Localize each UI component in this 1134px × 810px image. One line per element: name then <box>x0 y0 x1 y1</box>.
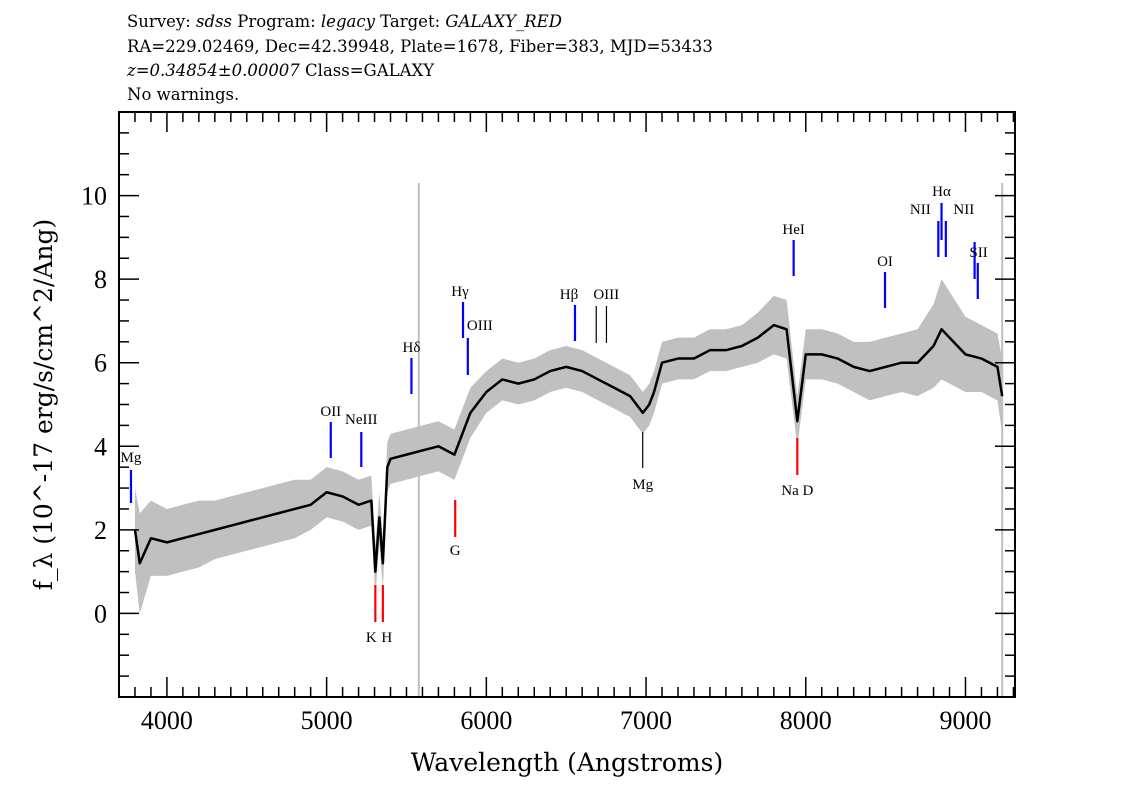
spectral-line-label: K <box>366 630 377 646</box>
x-tick-label: 5000 <box>301 706 353 735</box>
spectral-line-label: Mg <box>121 450 142 466</box>
y-tick-label: 4 <box>94 432 107 461</box>
survey-value: sdss <box>196 12 232 31</box>
spectral-line-label: HeI <box>782 222 805 238</box>
spectral-line-label: OIII <box>593 287 619 303</box>
spectral-line-label: OI <box>877 254 893 270</box>
program-label: Program: <box>232 12 321 31</box>
spectral-line-label: Hδ <box>402 340 420 356</box>
flux-line <box>133 323 1004 573</box>
y-tick-label: 10 <box>81 182 107 211</box>
plot-frame <box>118 111 1016 698</box>
error-band <box>134 279 1003 614</box>
x-tick-label: 4000 <box>141 706 193 735</box>
header-line-3: z=0.34854±0.00007 Class=GALAXY <box>127 61 434 80</box>
y-tick-label: 8 <box>94 265 107 294</box>
spectral-line-label: Hα <box>932 184 951 200</box>
y-tick-label: 0 <box>94 599 107 628</box>
target-value: GALAXY_RED <box>445 12 562 31</box>
spectral-line-label: Na D <box>781 483 813 499</box>
spectral-line-label: OIII <box>467 318 493 334</box>
spectral-line-label: OII <box>320 404 341 420</box>
survey-label: Survey: <box>127 12 197 31</box>
spectral-line-label: NeIII <box>345 412 377 428</box>
spectral-line-label: H <box>381 630 392 646</box>
x-tick-label: 6000 <box>460 706 512 735</box>
x-tick-label: 7000 <box>620 706 672 735</box>
spectral-line-label: NII <box>953 202 974 218</box>
spectral-line-label: Hγ <box>451 284 469 300</box>
spectral-line-label: G <box>450 543 461 559</box>
x-tick-label: 8000 <box>780 706 832 735</box>
x-axis-label: Wavelength (Angstroms) <box>411 748 723 777</box>
plot-area <box>133 183 1004 697</box>
spectral-line-label: Mg <box>632 477 653 493</box>
y-tick-label: 6 <box>94 349 107 378</box>
header-line-2: RA=229.02469, Dec=42.39948, Plate=1678, … <box>127 37 713 56</box>
program-value: legacy <box>320 12 375 31</box>
x-tick-label: 9000 <box>939 706 991 735</box>
class-value: Class=GALAXY <box>299 61 435 80</box>
y-tick-label: 2 <box>94 516 107 545</box>
header-line-4: No warnings. <box>127 85 240 104</box>
spectral-line-label: Hβ <box>560 287 578 303</box>
redshift-value: z=0.34854±0.00007 <box>127 61 300 80</box>
header-line-1: Survey: sdss Program: legacy Target: GAL… <box>127 12 562 31</box>
y-axis-label: f_λ (10^-17 erg/s/cm^2/Ang) <box>29 219 58 591</box>
spectral-line-label: NII <box>910 202 931 218</box>
target-label: Target: <box>374 12 446 31</box>
spectral-line-label: SII <box>969 245 987 261</box>
